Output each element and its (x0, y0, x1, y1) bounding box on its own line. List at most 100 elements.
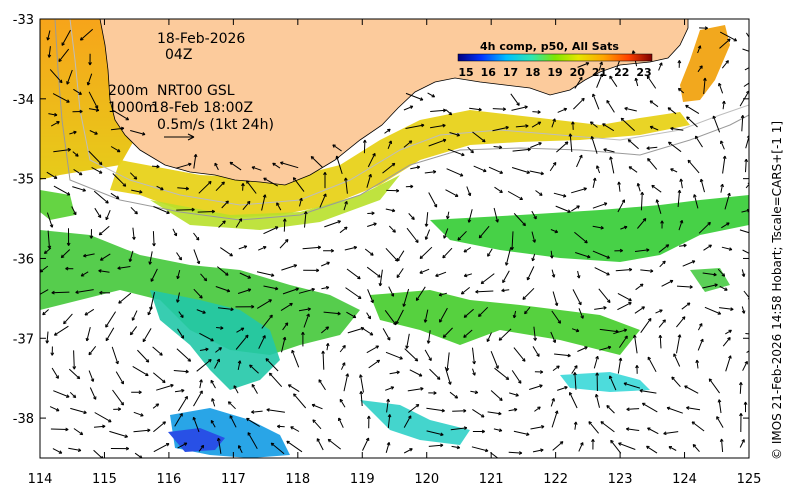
velocity-vector-head (117, 195, 120, 199)
velocity-vector (235, 334, 249, 350)
velocity-vector-head (526, 432, 530, 435)
velocity-vector-head (78, 375, 81, 379)
velocity-vector (291, 350, 300, 368)
velocity-vector-head (723, 273, 726, 277)
velocity-vector (290, 426, 300, 432)
velocity-vector (719, 31, 737, 42)
velocity-vector (551, 410, 558, 428)
velocity-vector (332, 144, 342, 152)
velocity-vector (322, 350, 325, 370)
velocity-vector (68, 447, 81, 451)
velocity-vector-head (615, 329, 619, 333)
velocity-vector (172, 228, 177, 237)
velocity-vector (193, 390, 203, 407)
velocity-vector-head (600, 421, 603, 425)
velocity-vector (98, 225, 110, 236)
velocity-vector-head (73, 130, 77, 133)
velocity-vector (233, 385, 239, 394)
velocity-vector-head (247, 288, 251, 290)
velocity-vector-head (483, 138, 486, 143)
velocity-vector-head (373, 222, 377, 224)
velocity-vector-head (722, 100, 725, 104)
velocity-vector-head (78, 448, 82, 451)
velocity-vector-head (704, 26, 708, 29)
velocity-vector (129, 326, 138, 336)
velocity-vector-head (216, 437, 219, 442)
velocity-vector-head (79, 109, 83, 112)
velocity-vector-head (440, 432, 444, 436)
velocity-vector-head (83, 255, 87, 258)
velocity-vector-head (717, 399, 720, 403)
velocity-vector-head (284, 239, 289, 241)
velocity-vector-head (416, 165, 420, 168)
velocity-vector (435, 271, 447, 277)
velocity-vector (343, 201, 348, 211)
velocity-vector-head (502, 459, 503, 462)
velocity-vector (129, 250, 134, 262)
velocity-vector (676, 285, 693, 288)
velocity-vector-head (170, 383, 174, 386)
velocity-vector (647, 356, 657, 373)
velocity-vector (193, 288, 203, 299)
velocity-vector (84, 308, 95, 316)
velocity-vector (359, 374, 364, 393)
velocity-vector (88, 150, 103, 165)
velocity-vector-head (68, 242, 71, 246)
velocity-vector (550, 398, 555, 407)
velocity-vector-head (659, 62, 663, 66)
velocity-vector-head (251, 411, 255, 414)
velocity-vector (577, 270, 580, 279)
velocity-vector (50, 428, 69, 430)
velocity-vector (321, 261, 330, 267)
velocity-vector-head (650, 269, 654, 272)
velocity-vector-head (665, 244, 669, 246)
velocity-vector (577, 62, 589, 68)
velocity-vector (739, 382, 742, 394)
velocity-vector-head (443, 336, 447, 338)
velocity-vector-head (540, 370, 544, 373)
velocity-vector-head (221, 181, 225, 184)
velocity-vector (505, 247, 512, 266)
velocity-vector (461, 287, 471, 295)
velocity-vector (339, 399, 346, 408)
velocity-vector (472, 368, 476, 376)
velocity-vector-head (408, 415, 412, 418)
velocity-vector-head (268, 372, 271, 377)
velocity-vector-head (552, 161, 557, 165)
velocity-vector (178, 311, 184, 318)
velocity-vector (550, 229, 558, 233)
velocity-vector-head (275, 286, 279, 290)
velocity-vector (388, 225, 396, 233)
velocity-vector (599, 328, 619, 333)
velocity-vector-head (761, 333, 764, 335)
velocity-vector-head (646, 446, 649, 450)
velocity-vector (716, 416, 724, 428)
velocity-vector (237, 288, 251, 294)
velocity-vector-head (126, 116, 130, 121)
velocity-vector-head (136, 210, 138, 215)
velocity-vector-head (599, 61, 603, 65)
velocity-vector (73, 350, 75, 370)
velocity-vector (93, 425, 106, 428)
velocity-vector-head (147, 359, 150, 363)
velocity-vector-head (607, 272, 610, 276)
velocity-vector (105, 327, 115, 341)
velocity-vector (366, 345, 379, 354)
velocity-vector-head (513, 315, 517, 319)
velocity-vector (658, 62, 663, 71)
velocity-vector (678, 220, 683, 231)
velocity-vector (46, 331, 49, 344)
velocity-vector (618, 442, 636, 450)
velocity-vector-head (647, 317, 652, 321)
velocity-vector-head (73, 366, 77, 370)
velocity-vector-head (54, 112, 58, 116)
velocity-vector-head (99, 233, 103, 236)
velocity-vector-head (460, 173, 464, 177)
velocity-vector-head (473, 361, 476, 365)
velocity-vector-head (552, 118, 556, 122)
velocity-vector-head (485, 448, 489, 452)
velocity-vector (53, 390, 70, 398)
velocity-vector (609, 75, 618, 87)
map-frame (39, 18, 750, 459)
velocity-vector-head (617, 181, 620, 185)
